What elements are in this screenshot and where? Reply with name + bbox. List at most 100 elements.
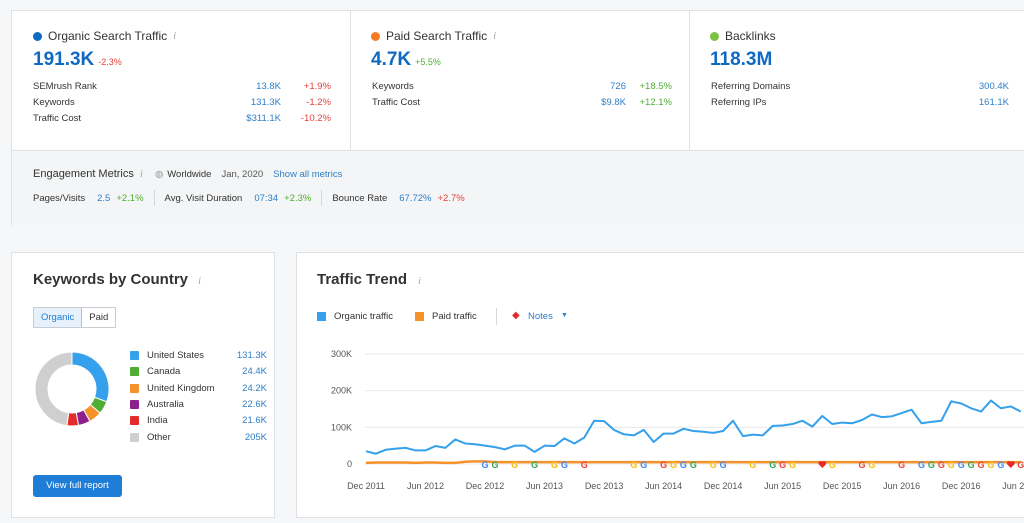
y-tick-label: 100K: [331, 422, 352, 432]
google-update-icon[interactable]: G: [640, 460, 647, 470]
paid-checkbox[interactable]: [415, 312, 424, 321]
metric-delta: +18.5%: [639, 81, 673, 92]
metric-value[interactable]: 131.3K: [250, 97, 281, 108]
paid-section: Paid Search Traffic i 4.7K +5.5% Keywords …: [351, 11, 690, 150]
google-update-icon[interactable]: G: [581, 460, 588, 470]
country-legend-item[interactable]: India 21.6K: [130, 415, 267, 431]
metric-row: Referring Domains 300.4K: [711, 81, 1011, 97]
google-update-icon[interactable]: G: [720, 460, 727, 470]
metric-value[interactable]: 726: [610, 81, 626, 92]
google-update-icon[interactable]: G: [1017, 460, 1024, 470]
divider: [496, 308, 497, 325]
country-legend-item[interactable]: Other 205K: [130, 432, 267, 448]
checkbox-icon[interactable]: [130, 399, 139, 409]
google-update-icon[interactable]: G: [710, 460, 717, 470]
metric-value[interactable]: 300.4K: [978, 81, 1009, 92]
legend-paid[interactable]: Paid traffic: [432, 311, 477, 322]
paid-value[interactable]: 4.7K: [371, 49, 412, 70]
google-update-icon[interactable]: G: [968, 460, 975, 470]
backlinks-title[interactable]: Backlinks: [725, 29, 776, 43]
organic-checkbox[interactable]: [317, 312, 326, 321]
metric-row: Traffic Cost $9.8K +12.1%: [372, 97, 672, 113]
google-update-icon[interactable]: G: [898, 460, 905, 470]
country-legend-item[interactable]: United States 131.3K: [130, 350, 267, 366]
checkbox-icon[interactable]: [130, 351, 139, 360]
google-update-icon[interactable]: G: [868, 460, 875, 470]
organic-traffic-line[interactable]: [365, 399, 1022, 455]
notes-dropdown[interactable]: Notes: [528, 311, 553, 322]
view-full-report-button[interactable]: View full report: [33, 475, 122, 497]
metric-value: 07:34: [254, 192, 279, 204]
google-update-icon[interactable]: G: [690, 460, 697, 470]
google-update-icon[interactable]: G: [670, 460, 677, 470]
country-name: United States: [147, 350, 205, 361]
info-icon[interactable]: i: [198, 275, 202, 287]
checkbox-icon[interactable]: [130, 367, 139, 377]
google-update-icon[interactable]: G: [928, 460, 935, 470]
google-update-icon[interactable]: G: [561, 460, 568, 470]
google-update-icon[interactable]: G: [779, 460, 786, 470]
metric-label: Traffic Cost: [33, 113, 82, 124]
checkbox-icon[interactable]: [130, 432, 139, 442]
country-name: Canada: [147, 366, 181, 378]
show-all-metrics-link[interactable]: Show all metrics: [273, 168, 343, 180]
metric-value[interactable]: $311.1K: [246, 113, 281, 124]
info-icon[interactable]: i: [493, 30, 497, 42]
google-update-icon[interactable]: G: [987, 460, 994, 470]
info-icon[interactable]: i: [418, 275, 422, 287]
google-update-icon[interactable]: G: [829, 460, 836, 470]
metric-label: Referring IPs: [711, 97, 767, 108]
google-update-icon[interactable]: G: [948, 460, 955, 470]
backlinks-dot-icon: [710, 31, 719, 41]
note-marker-icon[interactable]: [818, 461, 827, 468]
google-update-icon[interactable]: G: [789, 460, 796, 470]
date-label: Jan, 2020: [221, 168, 264, 180]
country-value: 24.4K: [242, 366, 267, 378]
organic-value[interactable]: 191.3K: [33, 49, 95, 70]
checkbox-icon[interactable]: [130, 416, 139, 426]
tab-organic[interactable]: Organic: [34, 308, 83, 327]
metric-value[interactable]: 13.8K: [256, 81, 281, 92]
country-value: 205K: [244, 431, 267, 443]
paid-traffic-line[interactable]: [365, 460, 1021, 465]
info-icon[interactable]: i: [173, 30, 177, 42]
google-update-icon[interactable]: G: [858, 460, 865, 470]
x-tick-label: Jun 2016: [883, 481, 920, 491]
google-update-icon[interactable]: G: [997, 460, 1004, 470]
note-marker-icon[interactable]: [1006, 461, 1015, 468]
country-legend-item[interactable]: Australia 22.6K: [130, 399, 267, 415]
donut-slice-united-states[interactable]: [71, 351, 110, 403]
metric-value[interactable]: 161.1K: [978, 97, 1009, 108]
google-update-icon[interactable]: G: [630, 460, 637, 470]
google-update-icon[interactable]: G: [660, 460, 667, 470]
google-update-icon[interactable]: G: [511, 460, 518, 470]
backlinks-section: Backlinks 118.3M Referring Domains 300.4…: [690, 11, 1024, 150]
country-legend-item[interactable]: United Kingdom 24.2K: [130, 383, 267, 399]
organic-title[interactable]: Organic Search Traffic: [48, 29, 168, 43]
google-update-icon[interactable]: G: [918, 460, 925, 470]
google-update-icon[interactable]: G: [749, 460, 756, 470]
google-update-icon[interactable]: G: [482, 460, 489, 470]
backlinks-value[interactable]: 118.3M: [710, 49, 773, 70]
chevron-down-icon[interactable]: ▼: [561, 312, 568, 319]
engagement-metrics: Engagement Metrics i ◍ Worldwide Jan, 20…: [12, 150, 1024, 225]
checkbox-icon[interactable]: [130, 383, 139, 393]
google-update-icon[interactable]: G: [491, 460, 498, 470]
google-update-icon[interactable]: G: [769, 460, 776, 470]
paid-title[interactable]: Paid Search Traffic: [386, 29, 488, 43]
google-update-icon[interactable]: G: [680, 460, 687, 470]
traffic-trend-chart: 0 100K 200K 300K Dec 2011 Jun 2012 Dec 2012 Jun…: [331, 349, 1024, 491]
metric-label: Pages/Visits: [33, 192, 86, 204]
tab-paid[interactable]: Paid: [89, 312, 109, 323]
legend-organic[interactable]: Organic traffic: [334, 311, 393, 322]
country-legend-item[interactable]: Canada 24.4K: [130, 366, 267, 382]
google-update-icon[interactable]: G: [958, 460, 965, 470]
google-update-icon[interactable]: G: [978, 460, 985, 470]
info-icon[interactable]: i: [139, 168, 143, 180]
google-update-icon[interactable]: G: [551, 460, 558, 470]
metric-value[interactable]: $9.8K: [601, 97, 626, 108]
google-update-icon[interactable]: G: [938, 460, 945, 470]
google-update-icon[interactable]: G: [531, 460, 538, 470]
country-value: 22.6K: [242, 398, 267, 410]
donut-slice-other[interactable]: [34, 351, 73, 427]
